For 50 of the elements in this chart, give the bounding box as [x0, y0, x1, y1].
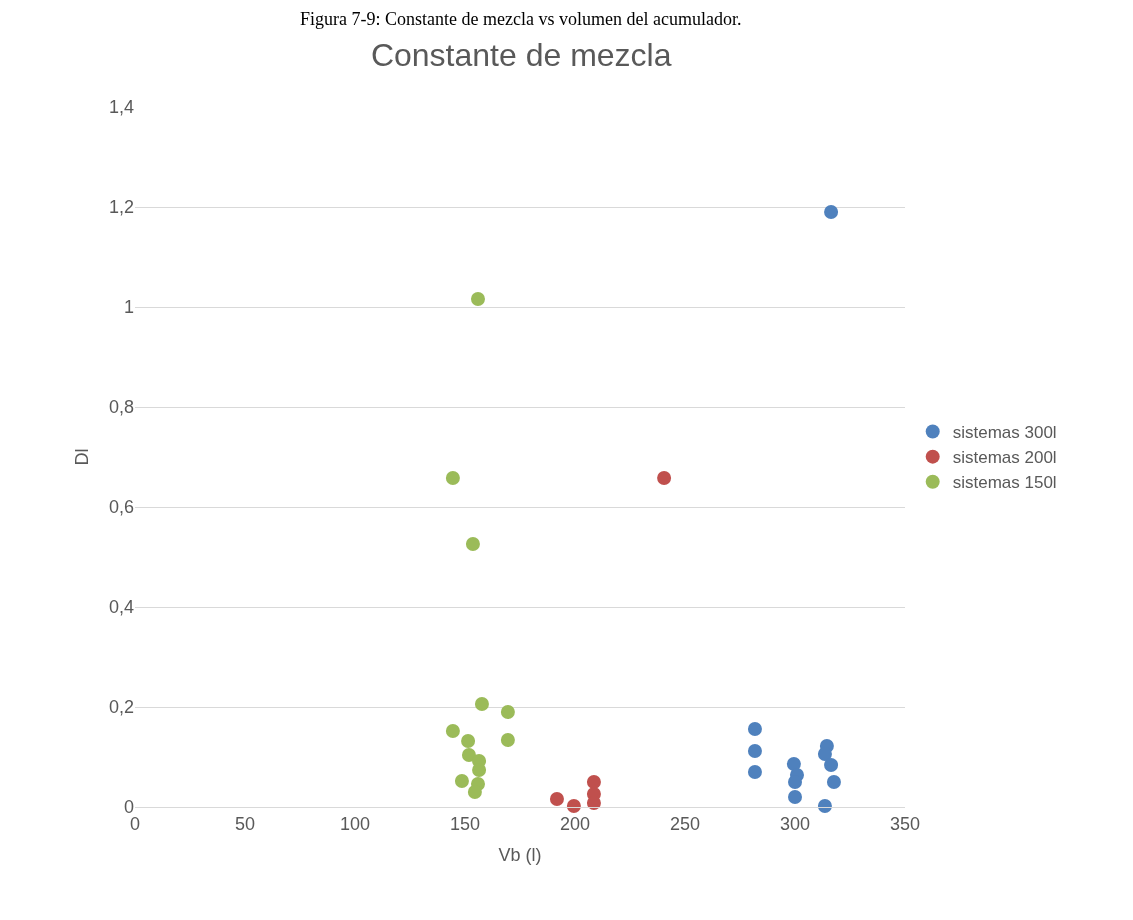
y-tick-label: 1 [123, 297, 134, 318]
point [826, 775, 841, 789]
point [657, 471, 672, 485]
x-tick-label: 250 [669, 813, 701, 834]
point [566, 799, 581, 813]
y-tick-label: 1,4 [108, 97, 134, 118]
x-tick-label: 150 [449, 813, 481, 834]
point [445, 724, 460, 738]
y-tick-label: 0,2 [108, 697, 134, 718]
point [786, 757, 801, 771]
y-axis-title: Dl [72, 448, 93, 466]
y-tick-label: 0,8 [108, 397, 134, 418]
chart-title: Constante de mezcla [370, 37, 672, 74]
point [586, 796, 601, 810]
x-axis-title: Vb (l) [498, 844, 542, 865]
point [445, 471, 460, 485]
point [788, 790, 802, 804]
point [474, 697, 489, 711]
point [747, 744, 762, 758]
x-tick-label: 200 [559, 813, 591, 834]
point [500, 705, 515, 719]
point [824, 758, 839, 772]
legend-label: sistemas 200l [952, 448, 1057, 468]
point [461, 734, 476, 748]
point [549, 792, 564, 806]
point [465, 537, 480, 551]
y-tick-label: 1,2 [108, 197, 134, 218]
point [817, 747, 832, 761]
y-tick-label: 0 [123, 797, 134, 818]
point [470, 292, 485, 306]
text: Figura 7-9: Constante de mezcla vs volumen del acumulador. [300, 9, 742, 29]
y-tick-label: 0,4 [108, 597, 134, 618]
point [461, 748, 476, 762]
legend-label: sistemas 150l [952, 473, 1057, 493]
legend-label: sistemas 300l [952, 423, 1057, 443]
point [472, 763, 487, 777]
point [454, 774, 469, 788]
point [788, 775, 802, 789]
point [817, 799, 832, 813]
x-tick-label: 50 [234, 813, 256, 834]
point [747, 765, 762, 779]
x-tick-label: 350 [889, 813, 921, 834]
point [747, 722, 762, 736]
point [586, 775, 601, 789]
point [467, 785, 482, 799]
x-tick-label: 300 [779, 813, 811, 834]
y-tick-label: 0,6 [108, 497, 134, 518]
point [500, 733, 515, 747]
point [824, 205, 839, 219]
x-tick-label: 100 [339, 813, 371, 834]
